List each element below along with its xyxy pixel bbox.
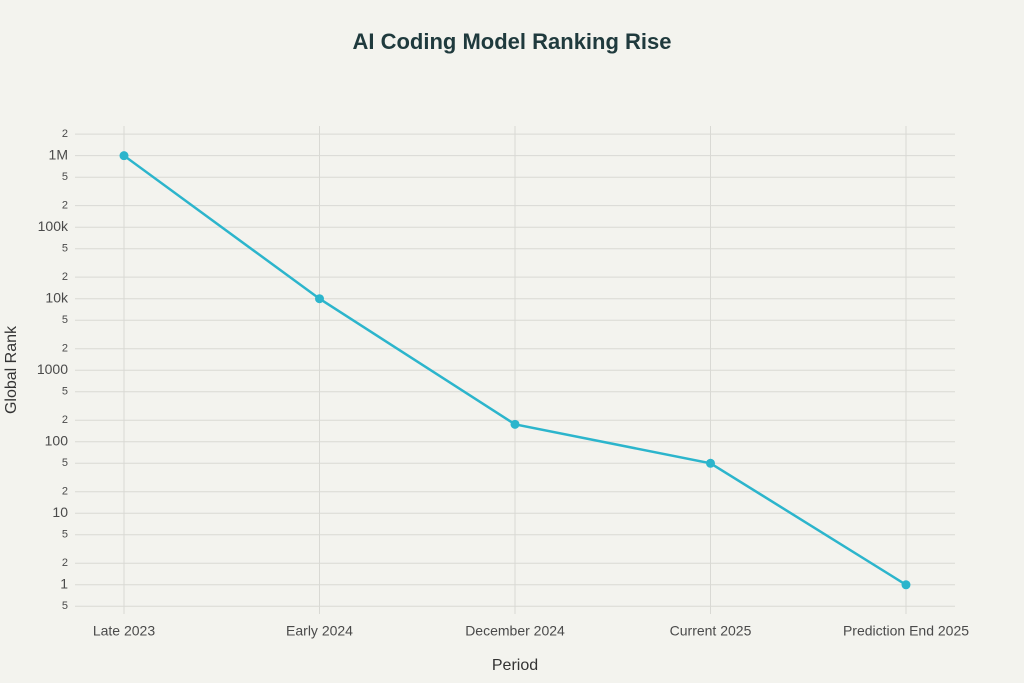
y-tick-label: 10k [45,289,69,305]
x-tick-label: Early 2024 [286,623,353,639]
x-tick-label: Late 2023 [93,623,155,639]
y-tick-label: 2 [62,128,68,140]
y-tick-label: 10 [52,504,68,520]
y-tick-label: 2 [62,271,68,283]
data-point [119,151,129,161]
chart-title: AI Coding Model Ranking Rise [352,29,671,54]
y-tick-label: 5 [62,171,68,183]
x-tick-label: Prediction End 2025 [843,623,969,639]
data-point [706,458,715,468]
y-tick-label: 5 [62,457,68,469]
y-tick-label: 1000 [37,361,68,377]
data-point [901,580,911,590]
y-tick-label: 2 [62,557,68,569]
data-point [315,294,324,304]
y-tick-label: 5 [62,243,68,255]
y-tick-label: 5 [62,314,68,326]
y-tick-label: 2 [62,200,68,212]
y-tick-label: 1 [60,575,68,591]
y-tick-label: 5 [62,600,68,612]
y-tick-label: 100k [38,218,69,234]
y-axis-title: Global Rank [3,325,20,414]
y-tick-label: 2 [62,343,68,355]
x-tick-label: December 2024 [465,623,565,639]
y-tick-label: 1M [49,146,68,162]
x-axis-title: Period [492,657,538,674]
y-tick-label: 5 [62,529,68,541]
data-point [510,419,520,429]
y-tick-label: 2 [62,486,68,498]
y-tick-label: 2 [62,414,68,426]
y-tick-label: 100 [45,432,69,448]
y-tick-label: 5 [62,386,68,398]
x-tick-label: Current 2025 [670,623,752,639]
